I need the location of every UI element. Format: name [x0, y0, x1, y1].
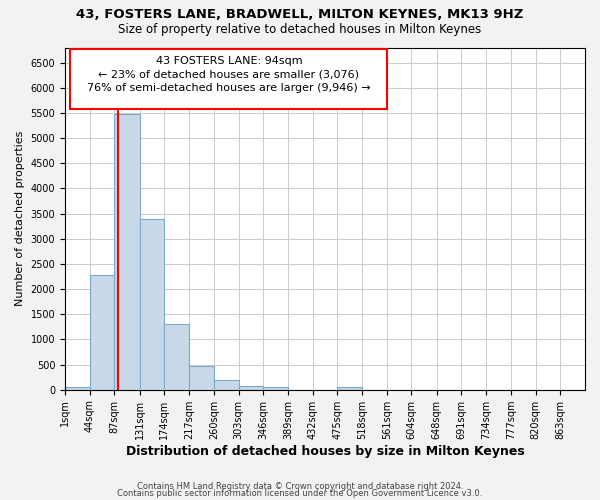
- Bar: [214, 380, 239, 390]
- Bar: [115, 114, 140, 390]
- Text: 43 FOSTERS LANE: 94sqm: 43 FOSTERS LANE: 94sqm: [155, 56, 302, 66]
- Text: Size of property relative to detached houses in Milton Keynes: Size of property relative to detached ho…: [118, 22, 482, 36]
- Y-axis label: Number of detached properties: Number of detached properties: [15, 131, 25, 306]
- Bar: [65, 386, 90, 390]
- Bar: [90, 275, 115, 390]
- Bar: [189, 366, 214, 390]
- Text: ← 23% of detached houses are smaller (3,076): ← 23% of detached houses are smaller (3,…: [98, 70, 359, 80]
- Bar: [140, 219, 164, 390]
- Bar: [239, 386, 263, 390]
- Text: 76% of semi-detached houses are larger (9,946) →: 76% of semi-detached houses are larger (…: [87, 84, 371, 94]
- Text: 43, FOSTERS LANE, BRADWELL, MILTON KEYNES, MK13 9HZ: 43, FOSTERS LANE, BRADWELL, MILTON KEYNE…: [76, 8, 524, 20]
- X-axis label: Distribution of detached houses by size in Milton Keynes: Distribution of detached houses by size …: [125, 444, 524, 458]
- Bar: [263, 386, 288, 390]
- Text: Contains HM Land Registry data © Crown copyright and database right 2024.: Contains HM Land Registry data © Crown c…: [137, 482, 463, 491]
- FancyBboxPatch shape: [70, 49, 388, 109]
- Bar: [337, 386, 362, 390]
- Bar: [164, 324, 189, 390]
- Text: Contains public sector information licensed under the Open Government Licence v3: Contains public sector information licen…: [118, 488, 482, 498]
